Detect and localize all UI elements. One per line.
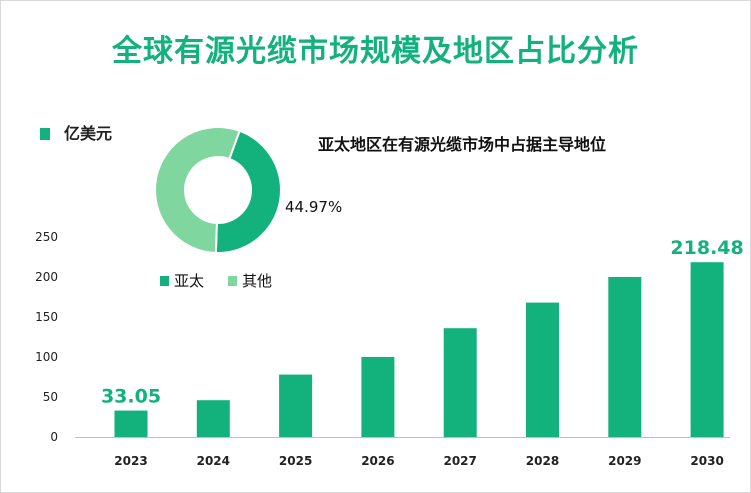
legend-swatch [160, 276, 169, 286]
y-tick-label: 100 [35, 350, 58, 364]
donut-slice-label: 44.97% [285, 198, 342, 216]
y-tick-label: 200 [35, 270, 58, 284]
unit-legend: 亿美元 [40, 120, 112, 144]
x-tick-label: 2027 [443, 454, 476, 468]
bar [690, 262, 724, 437]
data-labels: 33.05 218.48 [101, 237, 744, 407]
x-tick-label: 2023 [114, 454, 147, 468]
bar [361, 357, 395, 437]
donut-chart: 44.97% [154, 126, 342, 254]
unit-legend-swatch [40, 128, 50, 140]
legend-swatch [228, 276, 237, 286]
chart-title: 全球有源光缆市场规模及地区占比分析 [112, 34, 639, 69]
bar [279, 374, 313, 437]
donut-legend: 亚太 其他 [160, 272, 272, 290]
pie-title: 亚太地区在有源光缆市场中占据主导地位 [318, 135, 607, 154]
y-axis: 0 50 100 150 200 250 [35, 230, 58, 444]
y-tick-label: 50 [43, 390, 58, 404]
donut-slice [154, 126, 241, 254]
x-tick-label: 2028 [526, 454, 559, 468]
bar-series [114, 262, 724, 437]
y-tick-label: 150 [35, 310, 58, 324]
bar [526, 302, 559, 437]
x-tick-label: 2029 [608, 454, 641, 468]
y-tick-label: 250 [35, 230, 58, 244]
donut-slice [214, 129, 282, 254]
bar [608, 277, 642, 437]
x-tick-label: 2026 [361, 454, 394, 468]
bar-data-label: 218.48 [670, 237, 743, 259]
bar-data-label: 33.05 [101, 386, 161, 408]
x-tick-label: 2030 [690, 454, 723, 468]
x-tick-label: 2024 [197, 454, 230, 468]
bar [443, 328, 477, 437]
bar [196, 400, 230, 437]
legend-label: 其他 [242, 272, 272, 290]
x-axis: 2023 2024 2025 2026 2027 2028 2029 2030 [114, 454, 724, 468]
legend-label: 亚太 [174, 272, 204, 290]
bar [114, 410, 148, 437]
x-tick-label: 2025 [279, 454, 312, 468]
y-tick-label: 0 [50, 430, 58, 444]
unit-label: 亿美元 [64, 124, 113, 143]
